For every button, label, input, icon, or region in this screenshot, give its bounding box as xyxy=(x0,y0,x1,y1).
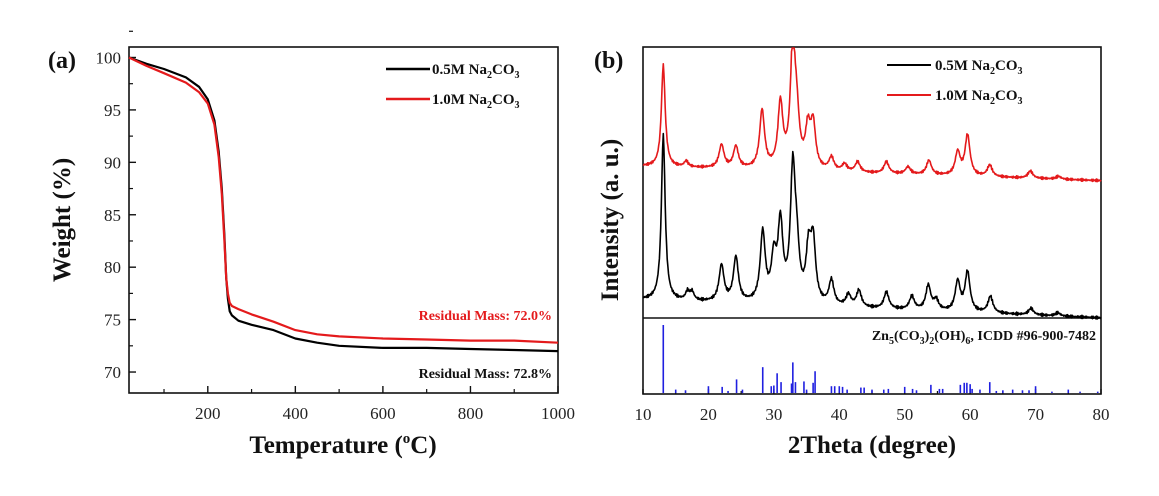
legend-label-b-1.0m: 1.0M Na2CO3 xyxy=(935,88,1023,107)
panel-label-b: (b) xyxy=(594,48,623,74)
y-tick-label-a: 90 xyxy=(104,153,121,172)
y-axis-title-a: Weight (%) xyxy=(49,158,76,282)
x-tick-label-b: 20 xyxy=(700,405,717,424)
x-tick-label-b: 30 xyxy=(765,405,782,424)
plot-frame-a xyxy=(128,46,559,394)
legend-b: 0.5M Na2CO3 1.0M Na2CO3 xyxy=(887,58,1023,107)
y-tick-label-a: 75 xyxy=(104,311,121,330)
y-tick-label-a: 70 xyxy=(104,363,121,382)
legend-a: 0.5M Na2CO3 1.0M Na2CO3 xyxy=(386,62,520,111)
y-tick-label-a: 85 xyxy=(104,206,121,225)
tga-line-1.0m xyxy=(128,56,559,344)
reference-sticks xyxy=(662,325,1099,393)
x-tick-label-a: 400 xyxy=(283,404,309,423)
panel-a-tga-chart: (a) 200 400 600 800 1000 70 75 80 85 90 95 100 Weig… xyxy=(48,30,575,459)
legend-label-b-0.5m: 0.5M Na2CO3 xyxy=(935,58,1023,77)
panel-label-a: (a) xyxy=(48,48,76,74)
reference-label: Zn5(CO3)2(OH)6, ICDD #96-900-7482 xyxy=(872,329,1096,347)
axis-ticks-a: 200 400 600 800 1000 70 75 80 85 90 95 100 xyxy=(96,30,575,423)
x-axis-title-a: Temperature (oC) xyxy=(249,431,436,459)
legend-label-1.0m: 1.0M Na2CO3 xyxy=(432,92,520,111)
x-tick-label-a: 600 xyxy=(370,404,396,423)
series-group-b xyxy=(642,47,1102,320)
annotation-residual-0.5m: Residual Mass: 72.8% xyxy=(419,367,552,382)
x-tick-label-a: 1000 xyxy=(541,404,575,423)
panel-b-xrd-chart: (b) 10 20 30 40 50 60 70 80 Intensity (a. u.) 2… xyxy=(594,46,1110,459)
tga-line-0.5m xyxy=(128,56,559,353)
axis-ticks-b: 10 20 30 40 50 60 70 80 xyxy=(635,389,1110,424)
x-tick-label-b: 70 xyxy=(1027,405,1044,424)
y-axis-title-b: Intensity (a. u.) xyxy=(597,139,624,302)
x-axis-title-b: 2Theta (degree) xyxy=(788,432,956,459)
x-tick-label-b: 60 xyxy=(962,405,979,424)
y-tick-label-a: 100 xyxy=(96,48,122,67)
legend-label-0.5m: 0.5M Na2CO3 xyxy=(432,62,520,81)
x-tick-label-b: 50 xyxy=(896,405,913,424)
x-tick-label-b: 10 xyxy=(635,405,652,424)
x-tick-label-b: 40 xyxy=(831,405,848,424)
x-tick-label-b: 80 xyxy=(1093,405,1110,424)
y-tick-label-a: 80 xyxy=(104,258,121,277)
xrd-pattern-1.0m xyxy=(642,47,1102,183)
y-tick-label-a: 95 xyxy=(104,101,121,120)
x-tick-label-a: 200 xyxy=(195,404,221,423)
x-tick-label-a: 800 xyxy=(458,404,484,423)
series-group-a xyxy=(128,56,559,353)
annotation-residual-1.0m: Residual Mass: 72.0% xyxy=(419,309,552,324)
xrd-pattern-0.5m xyxy=(642,132,1102,320)
